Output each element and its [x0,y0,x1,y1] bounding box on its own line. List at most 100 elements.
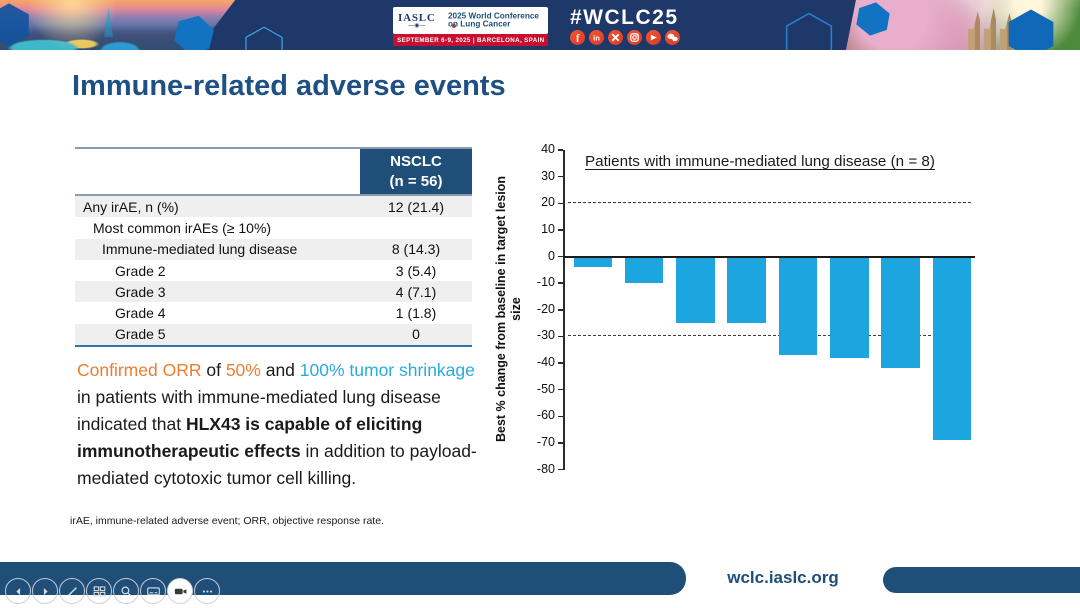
y-tick-mark [558,335,563,338]
table-row: Any irAE, n (%) 12 (21.4) [75,196,472,218]
y-tick-mark [558,362,563,364]
hexagon-outline-icon [785,12,833,50]
iaslc-ornament-icon: —◉— [408,23,426,29]
facebook-icon: f [570,30,585,45]
y-tick-label: 10 [541,221,555,236]
see-all-slides-button[interactable] [86,578,112,604]
row-label: Grade 4 [115,305,166,322]
next-button[interactable] [32,578,58,604]
row-label: Grade 2 [115,262,166,279]
previous-button[interactable] [5,578,31,604]
summary-segment: of [201,360,226,380]
y-tick-mark [558,175,563,178]
table-header-line1: NSCLC [390,153,442,170]
summary-segment: 50% [225,360,261,380]
y-tick-mark [558,149,563,151]
row-value: 1 (1.8) [395,305,437,322]
row-value: 0 [412,326,420,343]
y-tick-label: -70 [536,434,555,449]
y-tick-mark [558,255,563,258]
y-axis-line [563,150,565,470]
bar-patient-1 [573,257,612,268]
y-tick-label: 30 [541,168,555,183]
y-tick-mark [558,388,563,391]
date-location-strip: SEPTEMBER 6-9, 2025 | BARCELONA, SPAIN [393,34,548,46]
table-body: Any irAE, n (%) 12 (21.4) Most common irAE… [75,196,472,346]
table-header-line2: (n = 56) [389,172,443,190]
table-header-empty-cell [75,149,360,194]
y-tick-label: -80 [536,461,555,476]
pen-button[interactable] [59,578,85,604]
hexagon-decor-icon [0,3,29,47]
table-row: Most common irAEs (≥ 10%) [75,217,472,238]
conference-name-line1: 2025 World Conference [447,11,539,21]
bar-patient-6 [830,257,869,358]
zero-baseline [563,255,975,258]
row-value: 4 (7.1) [395,283,437,300]
linkedin-icon: in [589,30,604,45]
y-tick-label: -40 [536,355,555,369]
table-row: Grade 5 0 [75,323,472,346]
iaslc-logo: IASLC —◉— 2025 World Conference on Lung … [393,7,548,34]
y-tick-mark [558,468,563,471]
y-tick-mark [558,202,563,204]
row-value: 3 (5.4) [395,262,437,279]
summary-segment: HLX43 is capable of eliciting immunother… [77,414,423,461]
conference-banner: IASLC —◉— 2025 World Conference on Lung … [0,0,1080,50]
summary-segment: 100% tumor shrinkage [299,360,475,380]
footnote: irAE, immune-related adverse event; ORR,… [70,515,384,527]
y-tick-label: -20 [536,301,555,316]
waterfall-chart: Patients with immune-mediated lung disea… [494,142,1015,488]
row-label: Most common irAEs (≥ 10%) [93,219,272,236]
y-tick-label: 0 [548,248,555,263]
bar-patient-3 [676,257,715,324]
row-value: 8 (14.3) [391,241,441,258]
reference-line--30 [568,335,971,337]
y-tick-label: 20 [541,195,555,210]
svg-text:f: f [576,33,580,44]
iaslc-text: IASLC [398,12,436,24]
row-value: 12 (21.4) [387,198,445,215]
conference-name-line2: on Lung Cancer [447,19,511,29]
subtitles-button[interactable] [140,578,166,604]
iaslc-wordmark: IASLC —◉— [398,12,436,30]
chart-plot-area: 40 30 20 10 0 -10 -20 -30 -40 -50 -60 -70 -80 [495,142,1015,488]
summary-segment: in addition to payload-mediated cytotoxi… [77,441,477,488]
hexagon-decor-icon [174,15,214,50]
y-tick-mark [558,309,563,311]
y-tick-label: 40 [541,142,555,156]
y-tick-mark [558,229,563,231]
camera-button[interactable] [167,578,193,604]
page-title: Immune-related adverse events [72,70,506,102]
table-row: Grade 4 1 (1.8) [75,302,472,323]
y-tick-mark [558,442,563,444]
instagram-icon [627,30,642,45]
bar-patient-4 [727,257,766,324]
table-header-nsclc-cell: NSCLC (n = 56) [360,149,472,194]
bar-patient-7 [881,257,920,369]
y-tick-mark [558,415,563,417]
svg-text:in: in [593,34,600,43]
summary-segment: in patients with immune-mediated lung di… [77,387,441,434]
park-guell-tower [104,7,113,37]
hexagon-decor-icon [1008,9,1054,50]
summary-segment: and [260,360,300,380]
table-row: Immune-mediated lung disease 8 (14.3) [75,238,472,260]
bar-patient-5 [778,257,818,355]
chart-title: Patients with immune-mediated lung disea… [585,153,935,170]
y-tick-label: -50 [536,381,555,396]
zoom-button[interactable] [113,578,139,604]
row-label: Immune-mediated lung disease [102,241,298,258]
row-label: Any irAE, n (%) [83,198,179,215]
summary-paragraph: Confirmed ORR of 50% and 100% tumor shri… [77,357,479,492]
more-options-button[interactable] [194,578,220,604]
reference-line-20 [568,202,971,204]
row-label: Grade 5 [115,326,166,343]
social-icons-row: f in [570,30,680,45]
footer-bar-right [883,567,1080,593]
conference-name: 2025 World Conference on Lung Cancer [448,12,539,28]
y-tick-mark [558,282,563,284]
y-tick-label: -30 [536,328,555,343]
hexagon-outline-icon [245,26,283,50]
irae-table: NSCLC (n = 56) Any irAE, n (%) 12 (21.4) M… [75,147,472,348]
